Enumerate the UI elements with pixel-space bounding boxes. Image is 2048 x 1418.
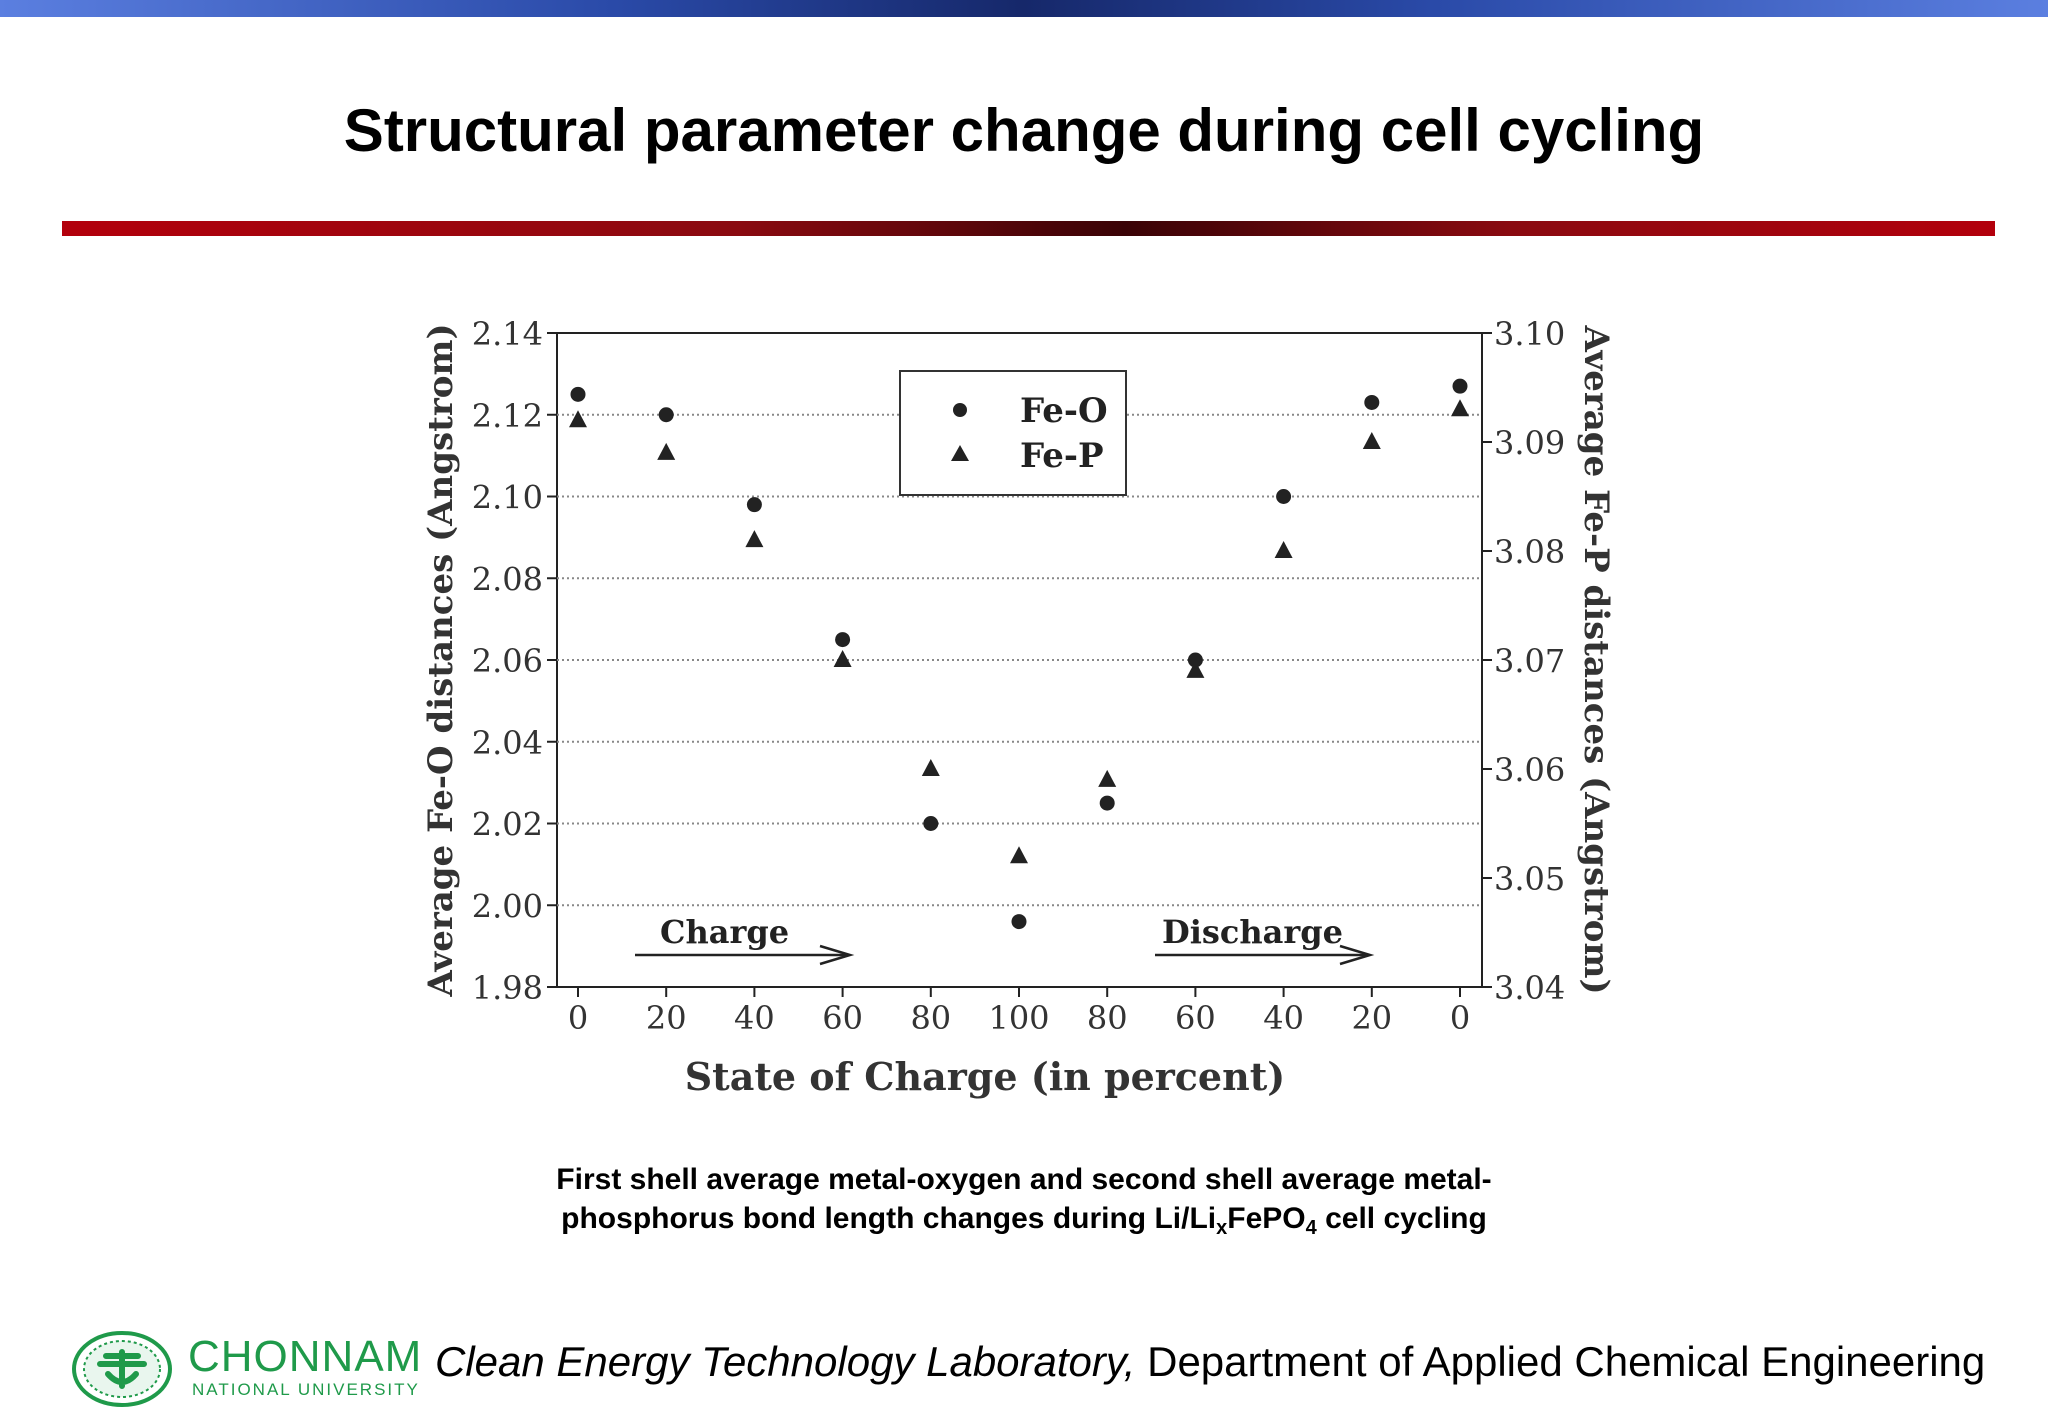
footer-credit: Clean Energy Technology Laboratory, Depa…	[435, 1338, 1985, 1386]
right-y-tick-label: 3.09	[1494, 424, 1565, 462]
right-y-tick-label: 3.10	[1494, 315, 1565, 353]
fe-p-point	[569, 410, 587, 428]
x-tick-label: 40	[1263, 999, 1304, 1037]
caption-line-2: phosphorus bond length changes during Li…	[0, 1199, 2048, 1248]
caption-text-c: cell cycling	[1316, 1202, 1487, 1235]
legend: Fe-O Fe-P	[899, 370, 1127, 496]
right-y-tick-label: 3.06	[1494, 751, 1565, 789]
fe-o-point	[658, 407, 674, 423]
fe-p-point	[1451, 399, 1469, 417]
footer-department: Department of Applied Chemical Engineeri…	[1135, 1338, 1986, 1385]
fe-p-point	[657, 442, 676, 460]
data-points	[569, 378, 1469, 930]
fe-p-point	[1010, 846, 1028, 864]
right-y-tick-label: 3.07	[1494, 642, 1565, 680]
x-tick-label: 40	[734, 999, 775, 1037]
legend-fe-p-marker	[951, 445, 969, 461]
fe-p-point	[1274, 541, 1293, 558]
university-name: CHONNAM	[188, 1332, 423, 1381]
fe-o-point	[1452, 378, 1468, 394]
x-tick-label: 100	[988, 999, 1049, 1037]
left-y-ticks: 1.98 2.00 2.02 2.04 2.06 2.08 2.10 2.12 2.14	[472, 315, 557, 1007]
fe-p-point	[833, 650, 852, 667]
x-tick-label: 60	[822, 999, 863, 1037]
charge-annotation: Charge	[635, 913, 855, 966]
fe-p-point	[745, 530, 764, 548]
charge-arrowhead	[819, 944, 855, 966]
right-y-tick-label: 3.08	[1494, 533, 1565, 571]
fe-p-point	[1186, 660, 1205, 678]
fe-o-point	[746, 497, 762, 513]
charge-label: Charge	[660, 913, 789, 951]
footer-lab-name: Clean Energy Technology Laboratory,	[435, 1338, 1136, 1385]
x-tick-label: 60	[1175, 999, 1216, 1037]
fe-o-point	[1099, 795, 1115, 811]
caption-sub-x: x	[1216, 1217, 1228, 1239]
left-y-tick-label: 2.12	[472, 397, 543, 435]
caption-text-a: phosphorus bond length changes during Li…	[561, 1202, 1217, 1235]
left-y-tick-label: 2.00	[472, 887, 543, 925]
fe-o-point	[570, 386, 586, 402]
left-y-tick-label: 2.04	[472, 724, 543, 762]
fe-p-point	[1362, 432, 1381, 449]
discharge-annotation: Discharge	[1155, 913, 1375, 966]
university-wordmark: CHONNAM NATIONAL UNIVERSITY	[188, 1334, 422, 1400]
bond-length-chart: 1.98 2.00 2.02 2.04 2.06 2.08 2.10 2.12 2.14 3.0…	[421, 315, 1616, 1099]
university-subtitle: NATIONAL UNIVERSITY	[192, 1380, 420, 1399]
fe-o-point	[1276, 489, 1292, 504]
x-tick-label: 20	[1351, 999, 1392, 1037]
top-accent-bar	[0, 0, 2048, 17]
fe-o-point	[923, 816, 939, 831]
right-y-ticks: 3.04 3.05 3.06 3.07 3.08 3.09 3.10	[1482, 315, 1565, 1007]
fe-o-point	[835, 632, 851, 648]
caption-line-1: First shell average metal-oxygen and sec…	[556, 1163, 1492, 1196]
grid-lines	[557, 413, 1482, 907]
title-divider	[62, 221, 1995, 236]
x-tick-label: 80	[1087, 999, 1128, 1037]
right-y-tick-label: 3.04	[1494, 969, 1565, 1007]
left-y-tick-label: 2.14	[472, 315, 543, 353]
university-seal-logo	[72, 1331, 172, 1407]
legend-fe-o-label: Fe-O	[1020, 391, 1108, 431]
left-y-tick-label: 2.08	[472, 560, 543, 598]
legend-fe-p-label: Fe-P	[1020, 436, 1104, 476]
left-y-tick-label: 2.06	[472, 642, 543, 680]
legend-box	[899, 370, 1127, 496]
fe-p-point	[921, 759, 940, 776]
discharge-arrowhead	[1339, 944, 1375, 966]
x-axis-label: State of Charge (in percent)	[685, 1054, 1286, 1099]
left-y-axis-label: Average Fe-O distances (Angstrom)	[421, 323, 461, 997]
fe-o-point	[1364, 394, 1380, 410]
left-y-tick-label: 2.10	[472, 479, 543, 517]
right-y-tick-label: 3.05	[1494, 860, 1565, 898]
slide-title: Structural parameter change during cell …	[343, 97, 1705, 164]
fe-o-point	[1187, 652, 1203, 668]
caption-text-b: FePO	[1227, 1202, 1306, 1235]
x-ticks: 0 20 40 60 80 100 80 60 40 20 0	[568, 987, 1470, 1037]
caption-sub-4: 4	[1305, 1217, 1317, 1239]
discharge-label: Discharge	[1162, 913, 1343, 951]
figure-caption: First shell average metal-oxygen and sec…	[0, 1160, 2048, 1248]
right-y-axis-label: Average Fe-P distances (Angstrom)	[1576, 324, 1616, 994]
left-y-tick-label: 2.02	[472, 806, 543, 844]
x-tick-label: 80	[910, 999, 951, 1037]
left-y-tick-label: 1.98	[472, 969, 543, 1007]
fe-o-point	[1011, 914, 1027, 930]
legend-fe-o-marker	[953, 403, 967, 417]
x-tick-label: 0	[1450, 999, 1470, 1037]
x-tick-label: 20	[646, 999, 687, 1037]
x-tick-label: 0	[568, 999, 588, 1037]
fe-p-point	[1098, 769, 1117, 787]
